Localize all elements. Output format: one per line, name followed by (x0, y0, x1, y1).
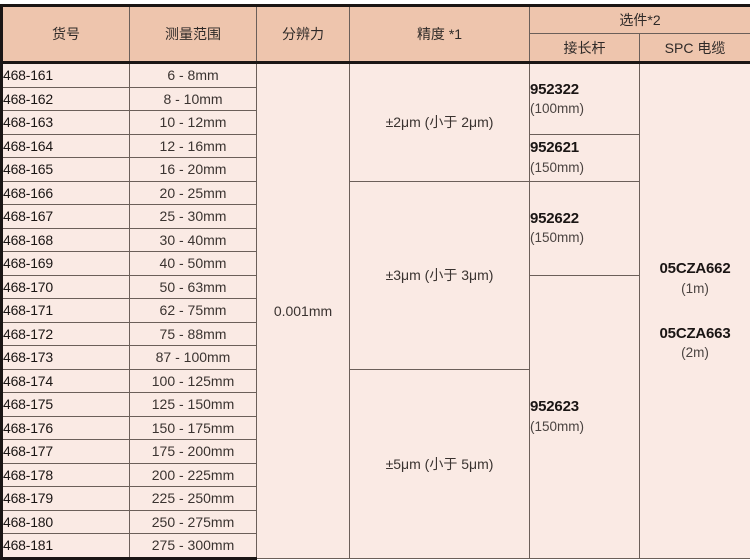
cell-part-number: 468-180 (2, 510, 130, 534)
cell-measuring-range: 87 - 100mm (130, 346, 257, 370)
cell-measuring-range: 25 - 30mm (130, 205, 257, 229)
specification-table: 货号 测量范围 分辨力 精度 *1 选件*2 接长杆 SPC 电缆 468-16… (0, 4, 750, 560)
cell-part-number: 468-179 (2, 487, 130, 511)
cell-measuring-range: 40 - 50mm (130, 252, 257, 276)
cell-measuring-range: 275 - 300mm (130, 534, 257, 559)
table-row: 468-166 20 - 25mm ±3μm (小于 3μm) 952622 (… (2, 181, 750, 205)
spc-cable-length-2: (2m) (640, 344, 750, 362)
header-measuring-range: 测量范围 (130, 6, 257, 63)
extension-rod-code: 952621 (530, 138, 639, 158)
cell-part-number: 468-176 (2, 416, 130, 440)
cell-measuring-range: 75 - 88mm (130, 322, 257, 346)
cell-part-number: 468-172 (2, 322, 130, 346)
header-part-number: 货号 (2, 6, 130, 63)
cell-part-number: 468-166 (2, 181, 130, 205)
cell-part-number: 468-163 (2, 111, 130, 135)
extension-rod-length: (150mm) (530, 159, 639, 177)
cell-accuracy: ±5μm (小于 5μm) (350, 369, 530, 558)
cell-part-number: 468-161 (2, 63, 130, 88)
cell-extension-rod: 952622 (150mm) (530, 181, 640, 275)
header-row-primary: 货号 测量范围 分辨力 精度 *1 选件*2 (2, 6, 750, 34)
cell-part-number: 468-164 (2, 134, 130, 158)
cell-measuring-range: 50 - 63mm (130, 275, 257, 299)
extension-rod-length: (100mm) (530, 100, 639, 118)
header-accuracy: 精度 *1 (350, 6, 530, 63)
cell-measuring-range: 175 - 200mm (130, 440, 257, 464)
extension-rod-code: 952623 (530, 397, 639, 417)
spc-cable-code-1: 05CZA662 (640, 259, 750, 279)
cell-measuring-range: 150 - 175mm (130, 416, 257, 440)
cell-extension-rod: 952623 (150mm) (530, 275, 640, 558)
cell-measuring-range: 16 - 20mm (130, 158, 257, 182)
cell-measuring-range: 62 - 75mm (130, 299, 257, 323)
header-options: 选件*2 (530, 6, 750, 34)
cell-measuring-range: 8 - 10mm (130, 87, 257, 111)
header-spc-cable: SPC 电缆 (640, 34, 750, 63)
table-row: 468-161 6 - 8mm 0.001mm ±2μm (小于 2μm) 95… (2, 63, 750, 88)
cell-extension-rod: 952621 (150mm) (530, 134, 640, 181)
extension-rod-length: (150mm) (530, 418, 639, 436)
cell-measuring-range: 10 - 12mm (130, 111, 257, 135)
header-resolution: 分辨力 (257, 6, 350, 63)
cell-part-number: 468-175 (2, 393, 130, 417)
cell-part-number: 468-168 (2, 228, 130, 252)
cell-measuring-range: 100 - 125mm (130, 369, 257, 393)
spc-cable-code-2: 05CZA663 (640, 324, 750, 344)
cell-part-number: 468-171 (2, 299, 130, 323)
cell-part-number: 468-177 (2, 440, 130, 464)
extension-rod-code: 952322 (530, 80, 639, 100)
cell-measuring-range: 250 - 275mm (130, 510, 257, 534)
cell-measuring-range: 200 - 225mm (130, 463, 257, 487)
spc-cable-spacer (640, 298, 750, 324)
cell-measuring-range: 225 - 250mm (130, 487, 257, 511)
cell-measuring-range: 12 - 16mm (130, 134, 257, 158)
cell-part-number: 468-174 (2, 369, 130, 393)
cell-measuring-range: 20 - 25mm (130, 181, 257, 205)
cell-accuracy: ±3μm (小于 3μm) (350, 181, 530, 369)
spc-cable-length-1: (1m) (640, 280, 750, 298)
cell-part-number: 468-173 (2, 346, 130, 370)
cell-extension-rod: 952322 (100mm) (530, 63, 640, 135)
cell-part-number: 468-181 (2, 534, 130, 559)
cell-accuracy: ±2μm (小于 2μm) (350, 63, 530, 182)
cell-part-number: 468-165 (2, 158, 130, 182)
cell-part-number: 468-167 (2, 205, 130, 229)
extension-rod-code: 952622 (530, 209, 639, 229)
cell-part-number: 468-178 (2, 463, 130, 487)
cell-resolution: 0.001mm (257, 63, 350, 559)
header-extension-rod: 接长杆 (530, 34, 640, 63)
cell-measuring-range: 6 - 8mm (130, 63, 257, 88)
cell-part-number: 468-162 (2, 87, 130, 111)
cell-part-number: 468-169 (2, 252, 130, 276)
cell-spc-cable: 05CZA662 (1m) 05CZA663 (2m) (640, 63, 750, 559)
extension-rod-length: (150mm) (530, 229, 639, 247)
cell-measuring-range: 125 - 150mm (130, 393, 257, 417)
cell-measuring-range: 30 - 40mm (130, 228, 257, 252)
cell-part-number: 468-170 (2, 275, 130, 299)
